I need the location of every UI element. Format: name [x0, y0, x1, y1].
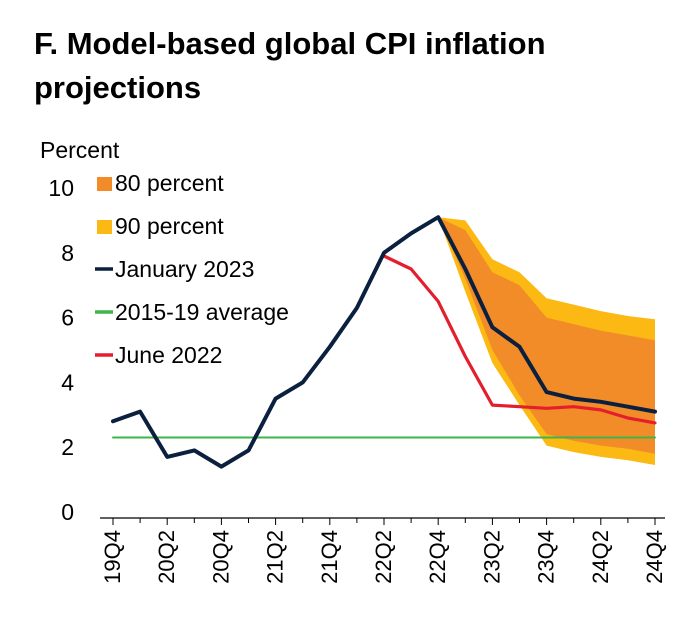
x-tick-label: 23Q4 — [534, 530, 559, 584]
x-tick-label: 21Q2 — [263, 530, 288, 584]
y-tick-label: 8 — [61, 240, 74, 266]
legend-swatch-90-percent — [97, 220, 112, 234]
x-tick-label: 23Q2 — [479, 530, 504, 584]
x-tick-label: 22Q4 — [425, 530, 450, 584]
legend: 80 percent 90 percent January 2023 2015-19 … — [95, 170, 289, 368]
x-tick-label: 22Q2 — [371, 530, 396, 584]
y-axis: 0 2 4 6 8 10 — [48, 175, 74, 525]
y-tick-label: 0 — [61, 499, 74, 525]
x-axis: 19Q4 20Q2 20Q4 21Q2 21Q4 22Q2 22Q4 23Q2 23Q4 24Q2… — [100, 517, 667, 584]
legend-label-january-2023: January 2023 — [115, 256, 254, 282]
legend-label-80-percent: 80 percent — [115, 170, 224, 196]
confidence-bands — [438, 217, 655, 465]
x-tick-label: 24Q4 — [642, 530, 667, 584]
x-tick-label: 20Q2 — [154, 530, 179, 584]
chart-title: F. Model-based global CPI inflation proj… — [34, 26, 546, 105]
y-axis-label: Percent — [40, 137, 120, 163]
line-june-2022 — [382, 254, 657, 425]
legend-label-90-percent: 90 percent — [115, 213, 224, 239]
legend-label-june-2022: June 2022 — [115, 342, 222, 368]
x-tick-label: 24Q2 — [588, 530, 613, 584]
band-80-percent — [438, 217, 655, 454]
series-lines — [111, 215, 657, 469]
legend-swatch-80-percent — [97, 177, 112, 191]
y-tick-label: 6 — [61, 305, 74, 331]
legend-label-2015-19-average: 2015-19 average — [115, 299, 289, 325]
y-tick-label: 10 — [48, 175, 74, 201]
x-tick-label: 20Q4 — [208, 530, 233, 584]
y-tick-label: 2 — [61, 434, 74, 460]
x-tick-label: 19Q4 — [100, 530, 125, 584]
y-tick-label: 4 — [61, 369, 74, 395]
line-january-2023 — [111, 215, 657, 469]
x-tick-label: 21Q4 — [317, 530, 342, 584]
